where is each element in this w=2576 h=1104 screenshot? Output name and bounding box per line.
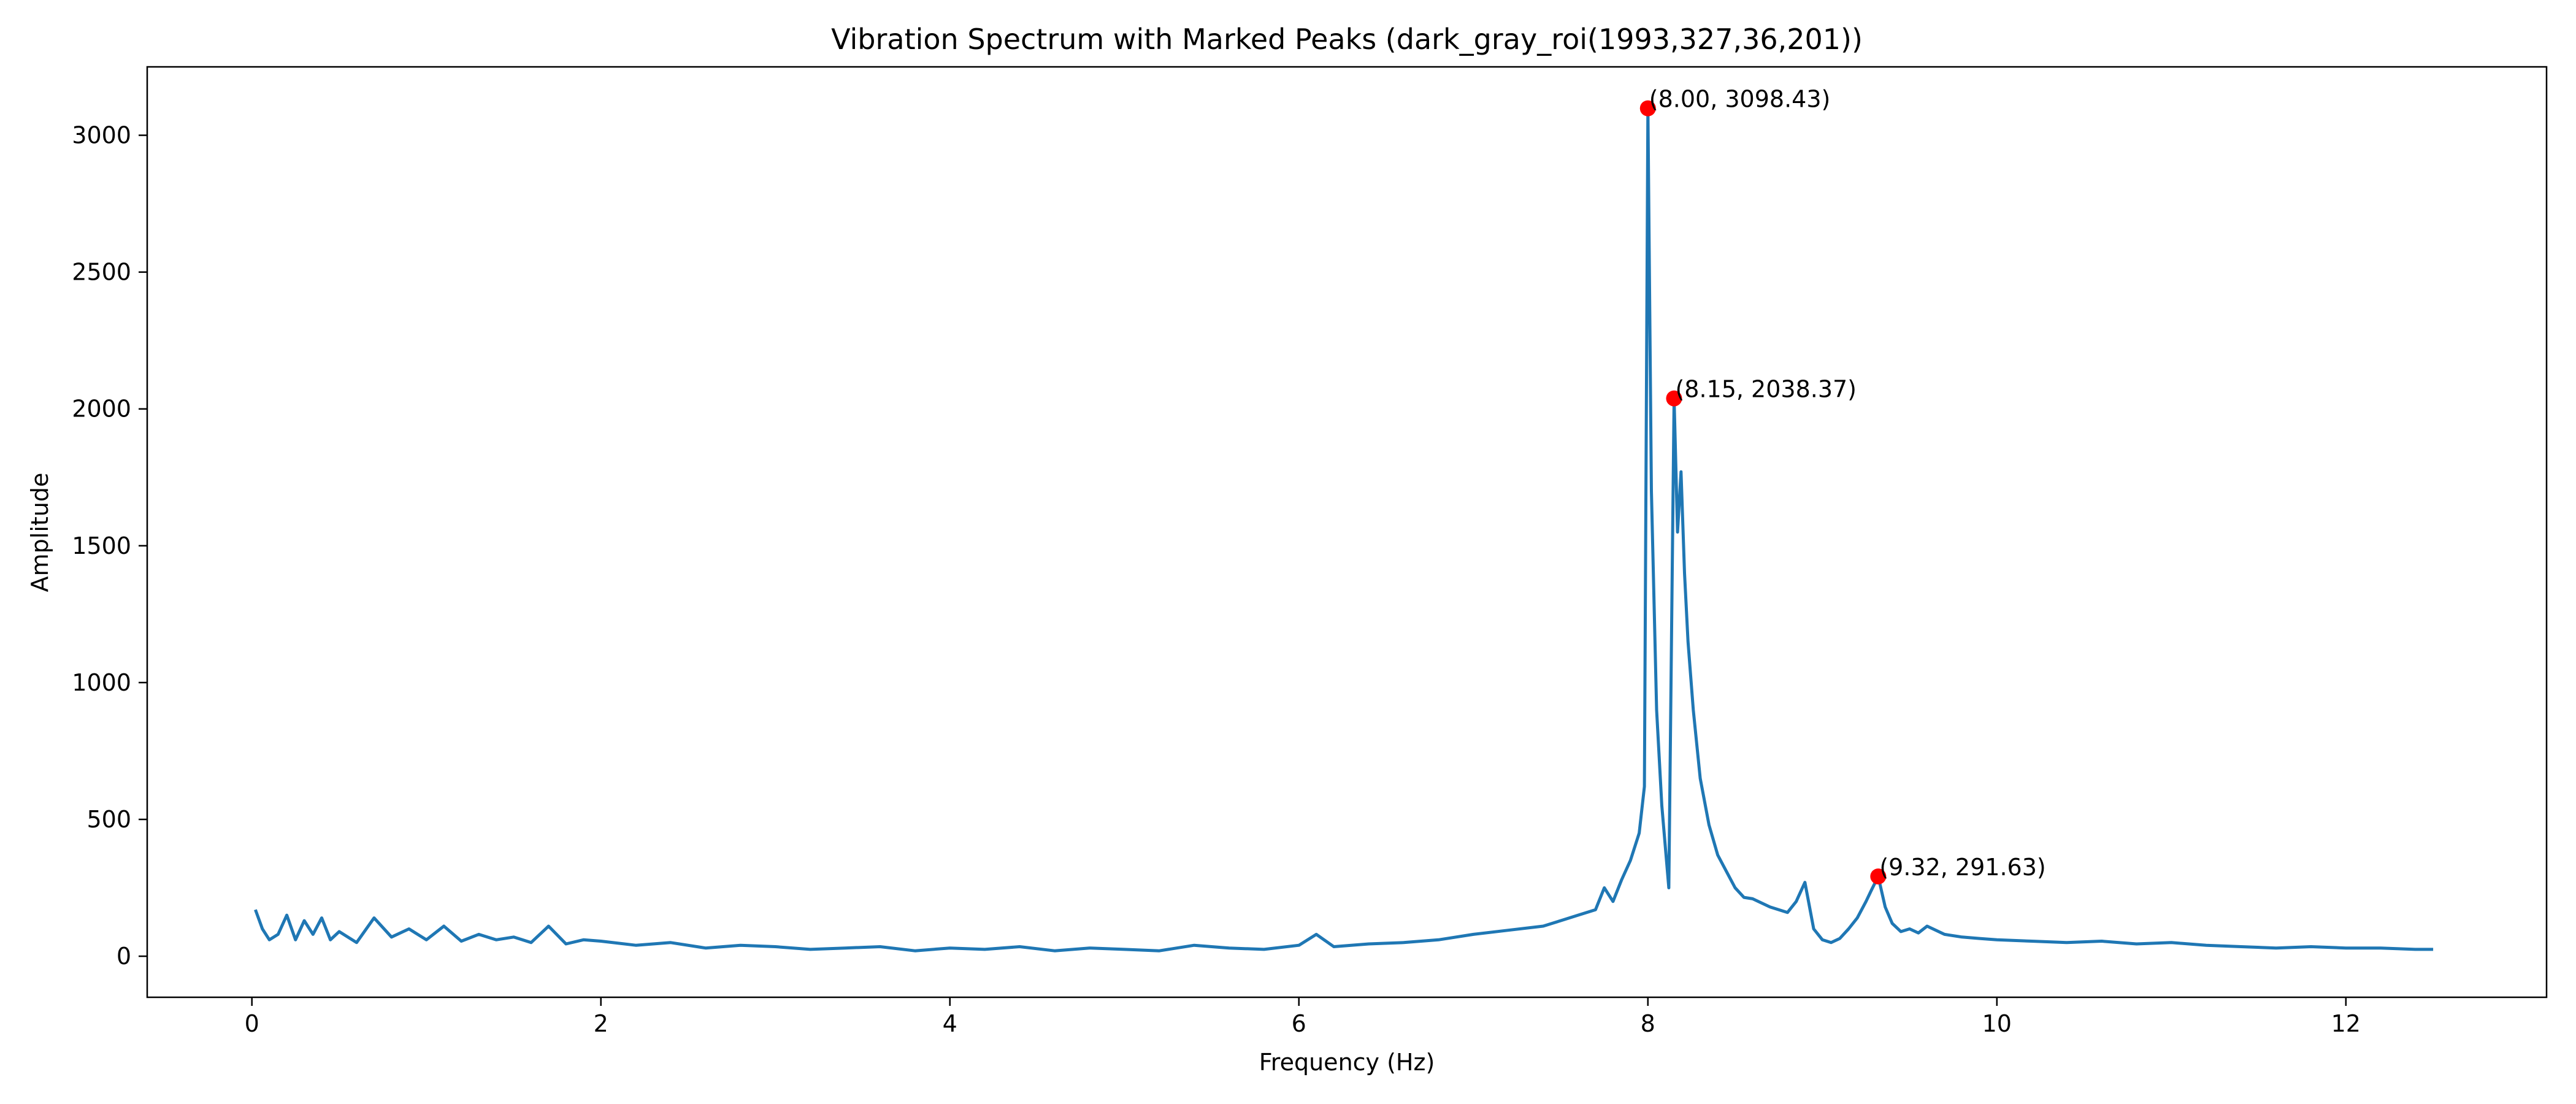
plot-area: (8.00, 3098.43) (8.15, 2038.37) (9.32, 291… [72,66,2548,1037]
x-tick-label: 4 [943,1010,957,1037]
plot-frame [146,66,2548,999]
peak-marker [1870,868,1887,884]
x-tick-label: 8 [1641,1010,1655,1037]
peak-label: (8.15, 2038.37) [1675,376,1857,403]
peak-marker [1639,100,1656,117]
x-tick-label: 2 [594,1010,608,1037]
y-axis-label: Amplitude [26,473,53,592]
y-tick-label: 3000 [72,122,131,149]
x-tick-label: 10 [1982,1010,2012,1037]
x-tick-label: 6 [1292,1010,1306,1037]
y-tick-label: 1000 [72,669,131,696]
y-tick-label: 1500 [72,532,131,559]
y-tick-label: 0 [117,943,131,970]
y-tick-label: 2500 [72,259,131,286]
y-tick-label: 2000 [72,396,131,423]
x-tick-label: 12 [2331,1010,2361,1037]
x-tick-label: 0 [245,1010,259,1037]
peak-label: (9.32, 291.63) [1879,854,2045,881]
peak-marker [1666,390,1682,407]
spectrum-line [254,107,2434,953]
peak-label: (8.00, 3098.43) [1649,86,1831,113]
chart-title: Vibration Spectrum with Marked Peaks (da… [831,23,1863,56]
y-tick-label: 500 [86,806,131,833]
x-axis-label: Frequency (Hz) [1259,1049,1435,1076]
